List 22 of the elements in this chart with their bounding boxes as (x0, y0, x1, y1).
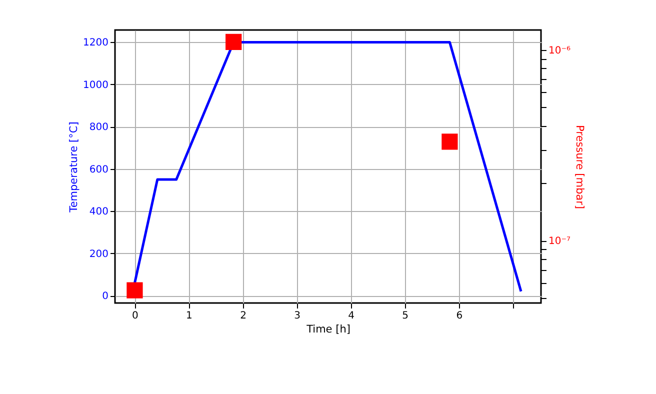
point (126, 282, 143, 298)
point (226, 34, 242, 50)
y-tick-label: 600 (89, 164, 108, 176)
x-tick-label: 1 (186, 310, 192, 322)
x-axis-title: Time [h] (306, 324, 350, 336)
y-axis-title: Temperature [°C] (68, 122, 80, 214)
y-tick-label: 800 (89, 122, 108, 134)
y-tick-label: 200 (89, 248, 108, 260)
y2-axis-title: Pressure [mbar] (574, 124, 586, 210)
y-tick-label: 400 (89, 206, 108, 218)
y-tick-label: 0 (102, 291, 108, 302)
x-tick-label: 4 (348, 310, 355, 322)
x-tick-label: 5 (402, 310, 409, 322)
x-tick-label: 3 (294, 310, 300, 322)
y2-tick-label: 10⁻⁶ (548, 45, 571, 56)
point (442, 134, 458, 150)
x-tick-label: 6 (456, 310, 463, 322)
x-tick-label: 0 (132, 310, 138, 322)
x-tick-label: 2 (240, 310, 246, 322)
y-tick-label: 1200 (83, 38, 108, 49)
y2-tick-label: 10⁻⁷ (548, 236, 571, 248)
y-tick-label: 1000 (83, 80, 108, 91)
